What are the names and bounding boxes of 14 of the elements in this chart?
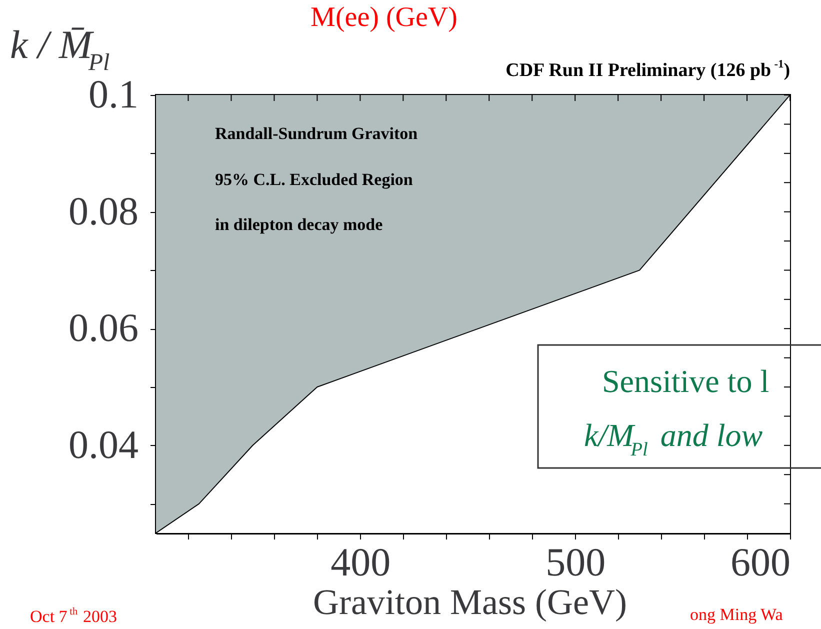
annotation: Sensitive to l [602,363,770,399]
annotation: in dilepton decay mode [215,215,384,234]
annotation: 95% C.L. Excluded Region [215,170,414,189]
x-tick-label: 600 [730,540,790,584]
y-tick-label: 0.08 [68,188,138,234]
x-tick-label: 500 [546,540,606,584]
y-tick-label: 0.04 [68,422,138,467]
chart-title: M(ee) (GeV) [310,2,458,33]
annotation: Randall-Sundrum Graviton [215,124,418,143]
x-tick-label: 400 [330,540,391,584]
y-tick-label: 0.1 [88,72,138,116]
y-tick-label: 0.06 [68,305,138,350]
x-axis-title: Graviton Mass (GeV) [313,582,627,622]
text: ong Ming Wa [690,605,784,624]
